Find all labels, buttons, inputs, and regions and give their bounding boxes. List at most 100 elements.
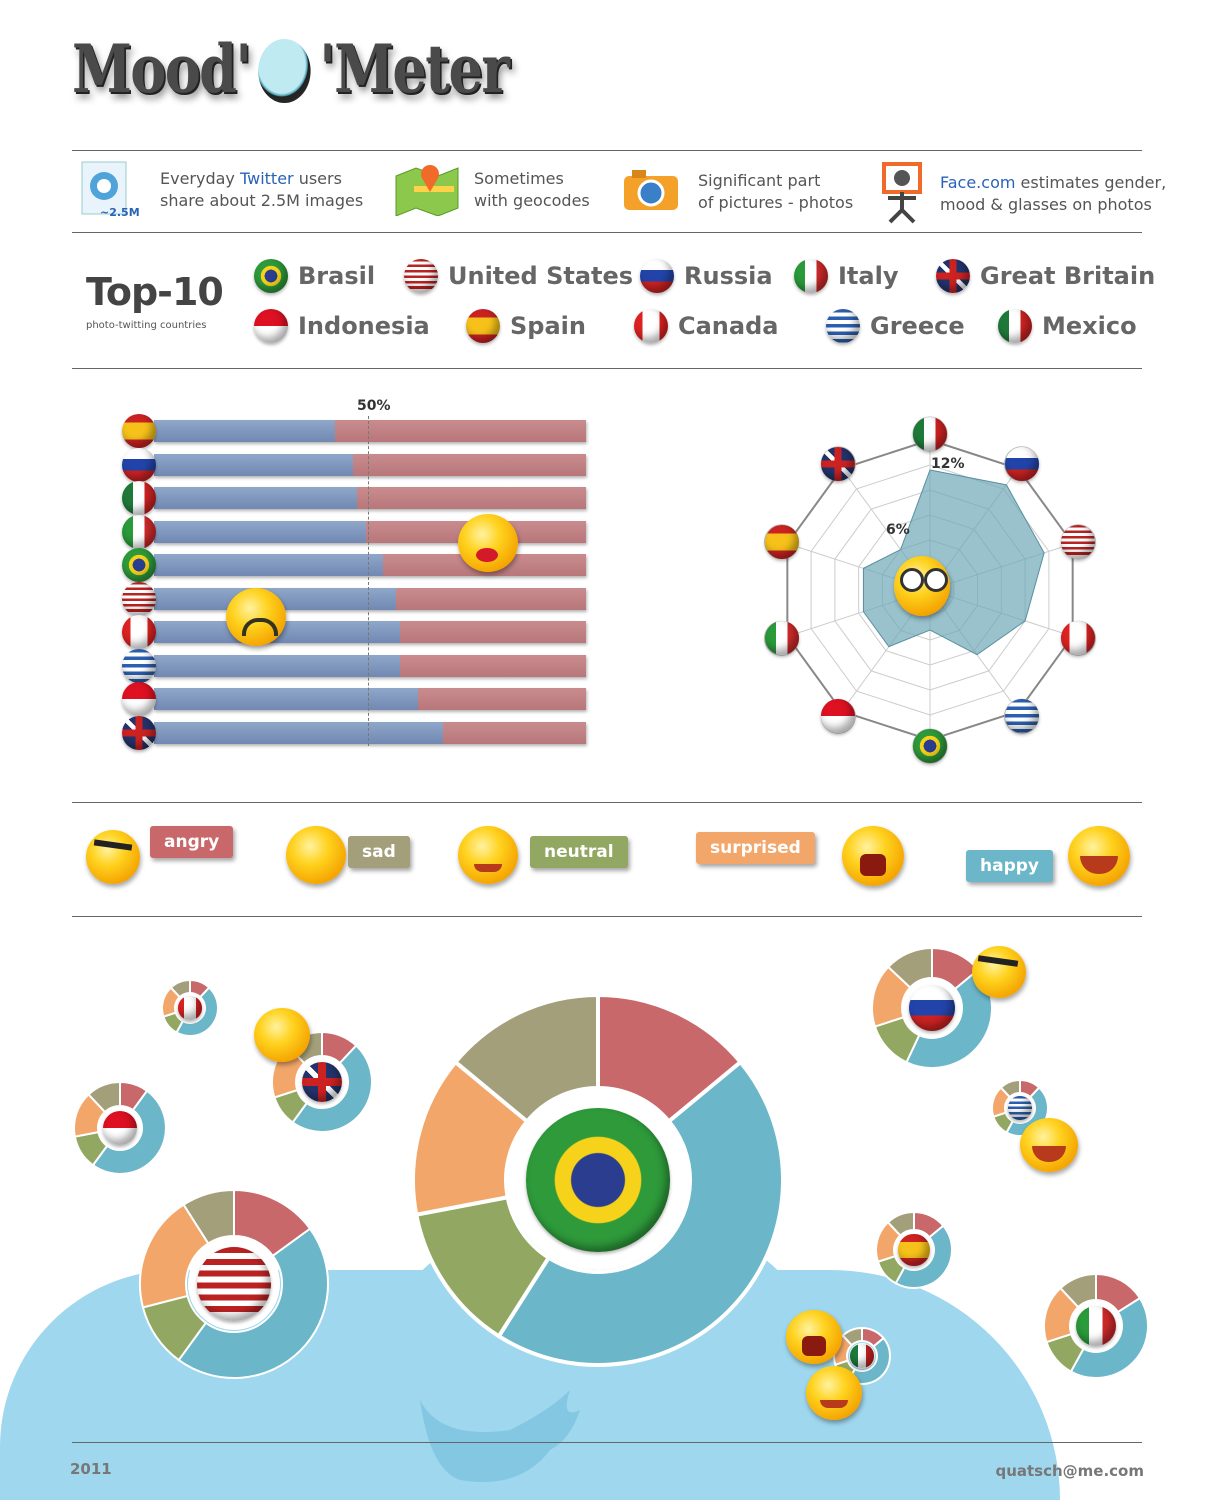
divider [72, 232, 1142, 233]
divider [72, 916, 1142, 917]
info-text: Sometimes [474, 169, 564, 188]
happy-smiley-icon [1020, 1118, 1078, 1172]
russia-flag-icon [1004, 446, 1039, 481]
surprised-label: surprised [696, 832, 815, 864]
info-text: Significant part [698, 171, 821, 190]
brasil-flag-icon [122, 548, 156, 582]
united-states-flag-icon [122, 581, 156, 616]
canada-flag-icon [178, 996, 202, 1020]
italy-flag-icon [122, 514, 156, 549]
bar-row [122, 715, 586, 750]
angry-smiley-icon [972, 946, 1026, 998]
face-link[interactable]: Face.com [940, 173, 1016, 192]
happy-label: happy [966, 850, 1053, 882]
bar-fill [154, 487, 358, 509]
bar-row [122, 648, 586, 683]
neutral-smiley-icon [458, 826, 518, 884]
bar-fill [154, 453, 353, 476]
radar-label-12: 12% [931, 456, 965, 472]
greece-flag-icon [826, 309, 860, 343]
donut-canada-happy-slice [175, 986, 219, 1037]
divider [72, 802, 1142, 803]
russia-flag-icon [122, 447, 156, 482]
italy-flag-icon [764, 621, 799, 656]
map-icon [394, 160, 460, 220]
angry-label: angry [150, 826, 234, 858]
united-states-flag-icon [1061, 524, 1096, 559]
twitter-link[interactable]: Twitter [239, 169, 294, 188]
gauge-icon [258, 39, 312, 103]
glasses [900, 568, 924, 592]
mouth [802, 1336, 826, 1356]
donut-gb-happy-slice [291, 1044, 373, 1133]
country-spain: Spain [466, 309, 586, 343]
country-mexico: Mexico [998, 309, 1137, 343]
country-russia: Russia [640, 259, 773, 293]
bar-row [122, 481, 586, 515]
bar-row [122, 682, 586, 716]
bar-track [154, 721, 586, 744]
glasses [924, 568, 948, 592]
donut-spain-happy-slice [894, 1224, 953, 1289]
country-us: United States [404, 259, 633, 293]
mexico-flag-icon [913, 417, 947, 451]
mouth [820, 1400, 848, 1408]
donut-indonesia-happy-slice [91, 1089, 167, 1175]
mexico-flag-icon [998, 309, 1032, 343]
greece-flag-icon [122, 648, 156, 683]
indonesia-flag-icon [122, 682, 156, 716]
spain-flag-icon [898, 1234, 930, 1266]
country-label: Mexico [1042, 312, 1137, 340]
bar-50-line [368, 416, 369, 746]
happy-smiley-icon [1068, 826, 1130, 886]
footer-year: 2011 [70, 1460, 112, 1478]
country-greece: Greece [826, 309, 965, 343]
mouth [1080, 856, 1118, 874]
italy-flag-icon [1075, 1305, 1117, 1347]
greece-flag-icon [1004, 699, 1039, 734]
greece-flag-icon [1008, 1096, 1032, 1120]
info-face: Face.com estimates gender, mood & glasse… [940, 172, 1166, 216]
indonesia-flag-icon [821, 699, 856, 734]
neutral-smiley-icon [806, 1366, 862, 1420]
donut-russia-sad-slice [886, 946, 933, 989]
canada-flag-icon [634, 309, 668, 343]
angry-smiley-icon [86, 830, 140, 884]
info-text: users [293, 169, 342, 188]
great-britain-flag-icon [122, 715, 156, 750]
sad-smiley-icon [286, 826, 346, 884]
donut-spain-sad-slice [886, 1210, 915, 1237]
title-right: 'Meter [319, 30, 510, 108]
images-count: ~2.5M [100, 206, 140, 219]
donut-us-sad-slice [182, 1188, 235, 1245]
info-text: estimates gender, [1015, 173, 1167, 192]
donut-indonesia-sad-slice [87, 1080, 121, 1114]
face-icon [880, 160, 926, 228]
country-label: Brasil [298, 262, 376, 290]
bar-track [154, 654, 586, 677]
country-label: Russia [684, 262, 773, 290]
images-icon: ~2.5M [80, 160, 146, 220]
canada-flag-icon [122, 615, 156, 649]
bar-track [154, 453, 586, 476]
sad-smiley-icon [254, 1008, 310, 1062]
donut-us-happy-slice [177, 1227, 329, 1379]
brasil-flag-icon [254, 259, 288, 293]
donut-brasil-happy-slice [496, 1059, 785, 1367]
russia-flag-icon [908, 984, 956, 1032]
bar-fill [154, 554, 383, 576]
divider [72, 368, 1142, 369]
country-label: Greece [870, 312, 965, 340]
info-text: with geocodes [474, 191, 590, 210]
country-italy: Italy [794, 259, 898, 293]
stern-smiley-icon [226, 588, 286, 646]
bar-fill [154, 420, 336, 442]
country-label: Italy [838, 262, 899, 290]
info-text: mood & glasses on photos [940, 195, 1152, 214]
footer-email[interactable]: quatsch@me.com [995, 1462, 1144, 1480]
divider [72, 150, 1142, 151]
bar-row [122, 414, 586, 448]
camera-icon [622, 168, 680, 216]
country-label: Great Britain [980, 262, 1156, 290]
mexico-flag-icon [122, 481, 156, 515]
